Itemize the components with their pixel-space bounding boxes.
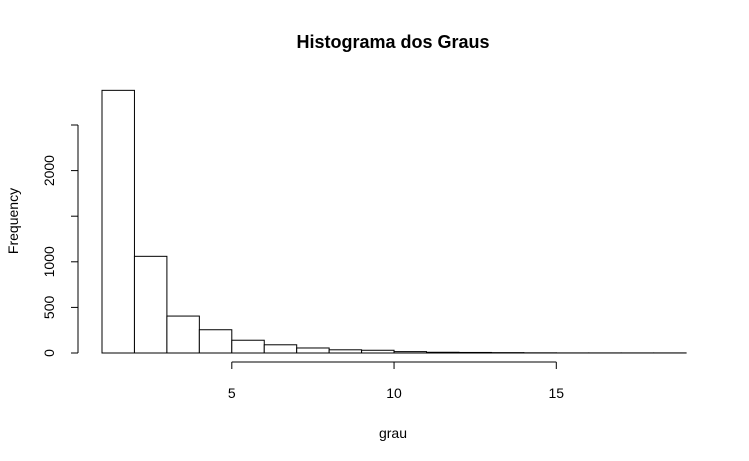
histogram-bar-11 xyxy=(426,351,460,354)
y-tick-label-0: 0 xyxy=(41,349,57,357)
histogram-bar-10 xyxy=(393,351,427,354)
y-tick-label-2000: 2000 xyxy=(41,155,57,186)
histogram-bar-6 xyxy=(263,344,298,354)
histogram-bar-1 xyxy=(101,89,135,354)
x-axis-label: grau xyxy=(379,425,407,441)
x-axis: 5 10 15 xyxy=(228,361,565,401)
y-tick-label-500: 500 xyxy=(41,296,57,320)
y-axis: 0 500 1000 2000 xyxy=(41,124,79,357)
histogram-bar-12 xyxy=(458,351,492,354)
histogram-bar-4 xyxy=(198,329,233,354)
chart-title: Histograma dos Graus xyxy=(296,32,489,52)
histogram-bar-5 xyxy=(231,339,265,354)
y-axis-label: Frequency xyxy=(5,188,21,254)
y-tick-label-1000: 1000 xyxy=(41,246,57,277)
x-tick-label-10: 10 xyxy=(386,385,402,401)
histogram-bar-2 xyxy=(133,255,168,354)
histogram-bar-7 xyxy=(296,347,330,354)
x-tick-label-15: 15 xyxy=(549,385,565,401)
histogram-bar-8 xyxy=(328,349,363,354)
histogram-bar-9 xyxy=(361,349,395,354)
bars-group xyxy=(101,89,687,354)
x-tick-label-5: 5 xyxy=(228,385,236,401)
histogram-bar-3 xyxy=(166,315,200,354)
